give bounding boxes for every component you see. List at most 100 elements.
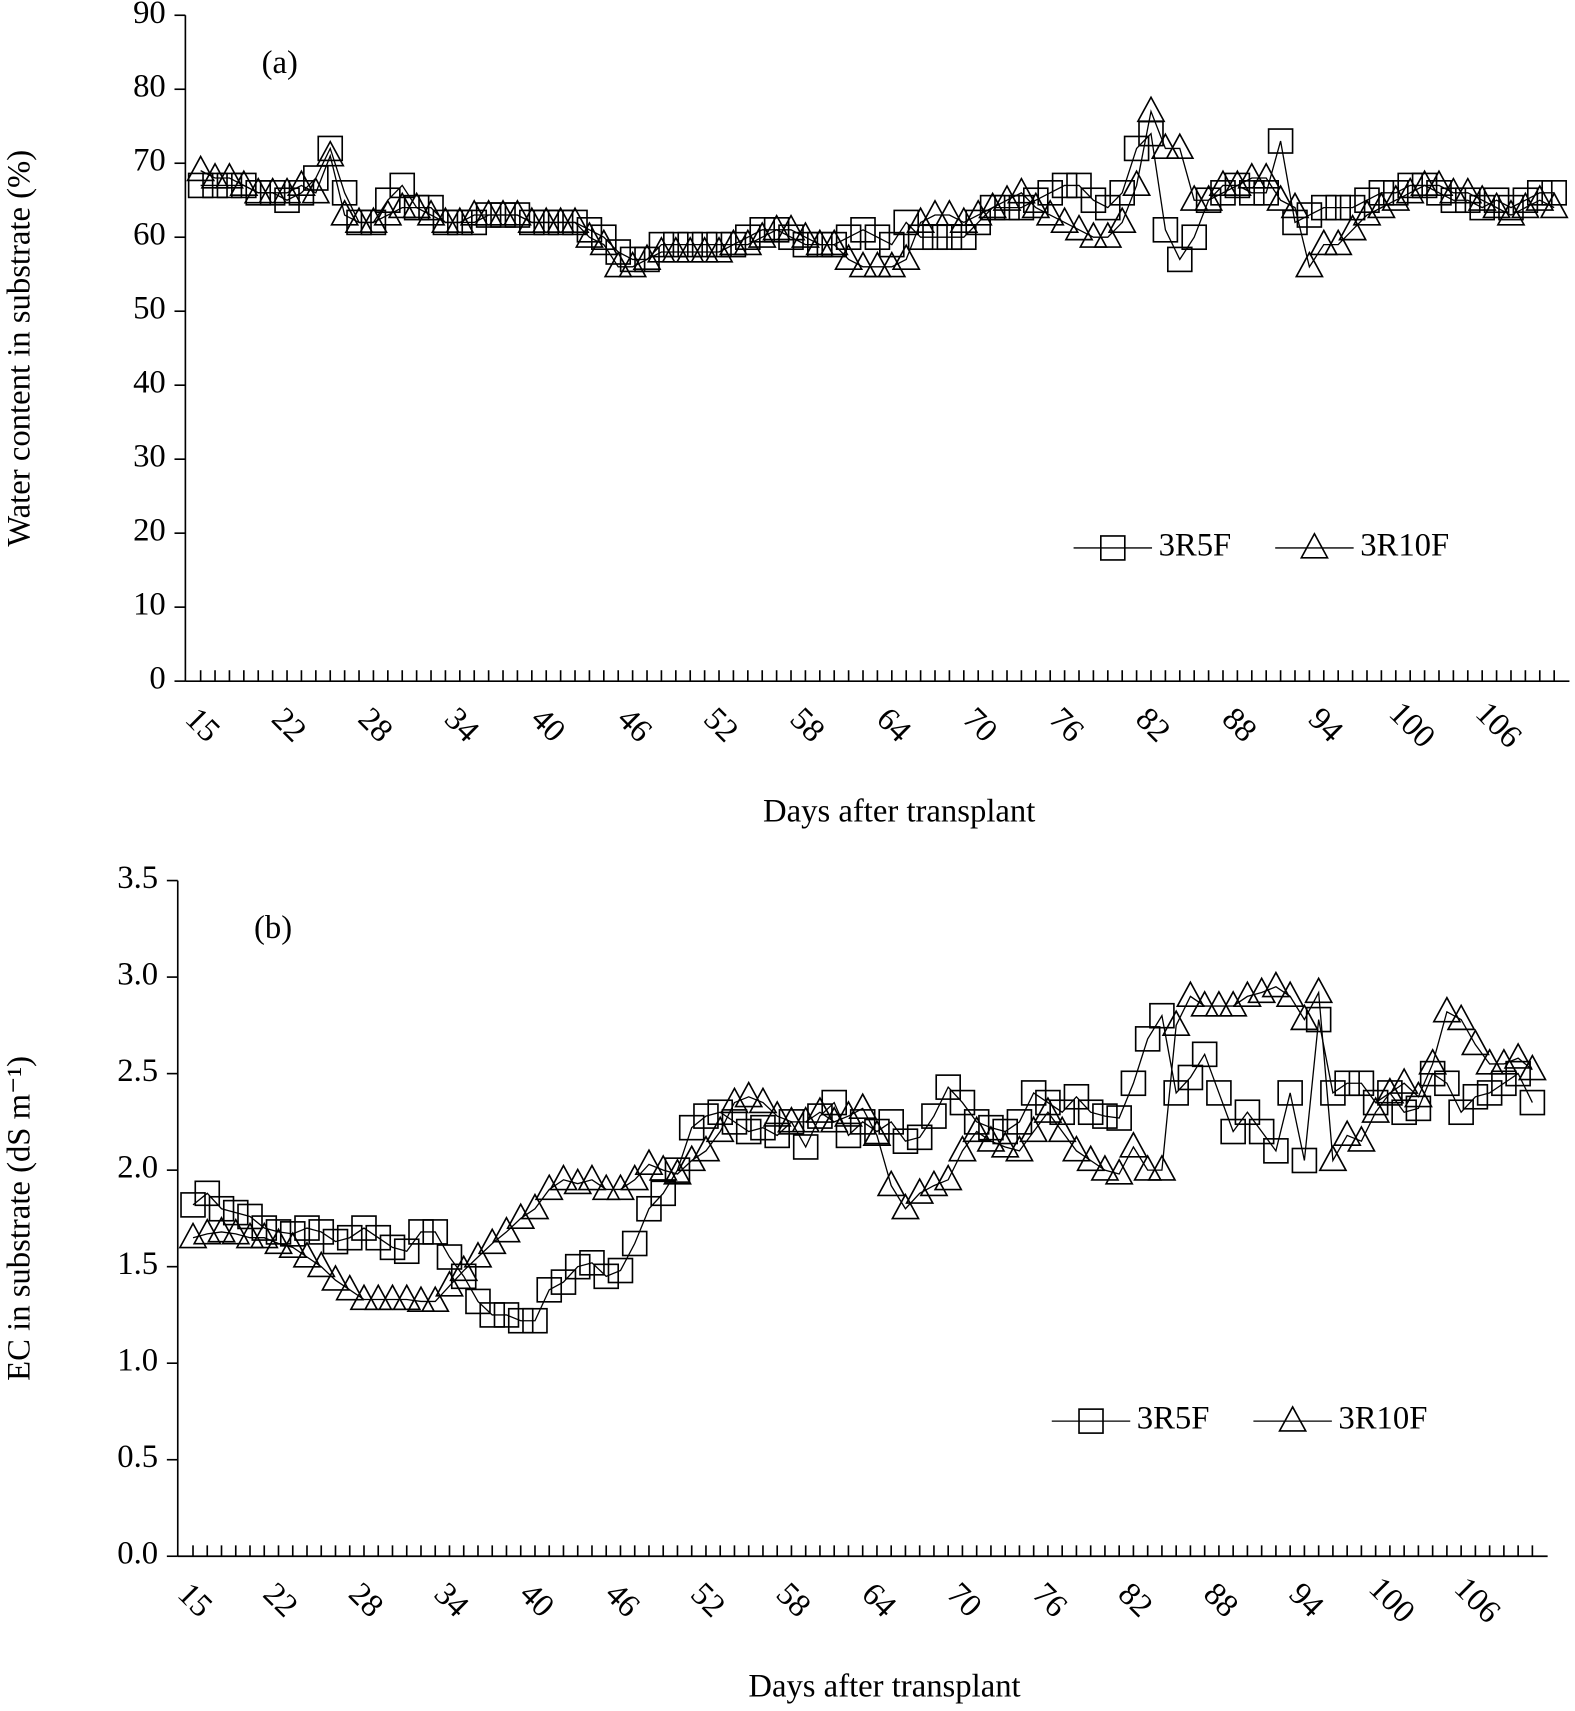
marker-triangle [762,213,792,241]
marker-triangle [349,1283,379,1311]
marker-triangle [1275,980,1305,1008]
x-tick-label: 58 [783,701,832,750]
marker-triangle [1309,228,1339,256]
marker-square [1277,1080,1303,1106]
x-axis-label: Days after transplant [763,794,1035,830]
x-tick-label: 106 [1468,695,1528,755]
marker-square [693,1103,719,1129]
marker-square [835,224,862,251]
marker-triangle [416,199,446,226]
marker-triangle [207,1216,236,1243]
marker-triangle [776,213,806,241]
marker-triangle [1090,1154,1120,1181]
marker-triangle [214,162,244,189]
marker-square [1248,1118,1275,1145]
x-tick-label: 100 [1362,1570,1422,1630]
y-tick-label: 1.5 [117,1246,158,1282]
marker-triangle [1104,1158,1134,1185]
marker-triangle [1525,184,1555,211]
marker-square [764,1122,791,1149]
marker-triangle [862,250,892,278]
marker-square [1305,1006,1332,1033]
marker-triangle [920,199,950,226]
marker-square [1339,194,1366,221]
marker-square [408,1219,434,1245]
y-tick-label: 80 [133,69,166,105]
marker-triangle [402,191,432,219]
marker-triangle [488,199,518,226]
marker-triangle [1361,1096,1391,1123]
marker-triangle [344,206,374,234]
marker-triangle [819,228,849,256]
marker-triangle [534,1173,564,1201]
marker-square [231,172,257,199]
marker-triangle [1118,1131,1148,1158]
marker-square [418,194,444,221]
x-tick-label: 28 [341,1576,390,1625]
marker-square [1434,1070,1460,1097]
y-axis-label: Water content in substrate (%) [1,150,37,547]
marker-triangle [301,176,331,204]
marker-triangle [620,1163,650,1191]
marker-square [536,1277,563,1303]
y-tick-label: 30 [133,439,166,475]
marker-triangle [200,162,230,189]
marker-square [564,1253,591,1280]
marker-triangle [661,236,691,263]
marker-triangle [1395,176,1425,204]
marker-triangle [819,1106,849,1133]
x-tick-label: 106 [1447,1570,1507,1630]
marker-triangle [1482,191,1512,219]
marker-triangle [1496,199,1526,226]
marker-triangle [387,191,417,219]
marker-triangle [1208,169,1238,197]
marker-triangle [1122,169,1152,197]
marker-triangle [1237,162,1267,189]
marker-triangle [934,199,964,226]
marker-square [1448,1099,1474,1126]
marker-triangle [1136,95,1166,123]
marker-triangle [1232,980,1262,1008]
marker-square [1325,194,1351,221]
x-axis-label: Days after transplant [748,1669,1020,1705]
marker-triangle [1438,176,1468,204]
marker-square [1134,1026,1161,1052]
y-tick-label: 0.5 [117,1439,158,1475]
marker-square [619,246,646,273]
marker-square [1282,209,1308,236]
marker-triangle [1318,1144,1348,1172]
marker-triangle [243,176,273,204]
marker-square [208,1195,235,1222]
marker-triangle [1194,184,1224,211]
marker-square [892,1128,919,1154]
marker-square [317,135,344,162]
marker-square [878,1109,904,1135]
marker-square [949,1089,976,1116]
marker-square [1066,172,1092,199]
x-tick-label: 100 [1382,695,1442,755]
marker-square [951,224,977,251]
marker-triangle [891,243,921,271]
marker-triangle [221,1217,251,1245]
marker-square [1310,194,1337,221]
marker-square [935,1074,961,1100]
x-tick-label: 82 [1111,1576,1160,1625]
marker-square [1253,180,1279,206]
marker-square [906,1124,933,1151]
marker-triangle [358,206,388,234]
marker-square [1177,1064,1204,1091]
marker-square [550,1269,577,1295]
marker-triangle [963,199,993,226]
marker-square [187,172,214,199]
marker-triangle [1467,184,1497,211]
marker-square [677,231,704,258]
marker-triangle [1179,184,1209,211]
marker-triangle [286,169,316,197]
marker-square [479,1302,506,1328]
marker-triangle [1175,980,1205,1008]
marker-square [1263,1138,1289,1164]
marker-triangle [1432,995,1462,1023]
marker-square [1334,1070,1360,1097]
marker-square [1234,1099,1261,1126]
marker-square [322,1228,349,1255]
